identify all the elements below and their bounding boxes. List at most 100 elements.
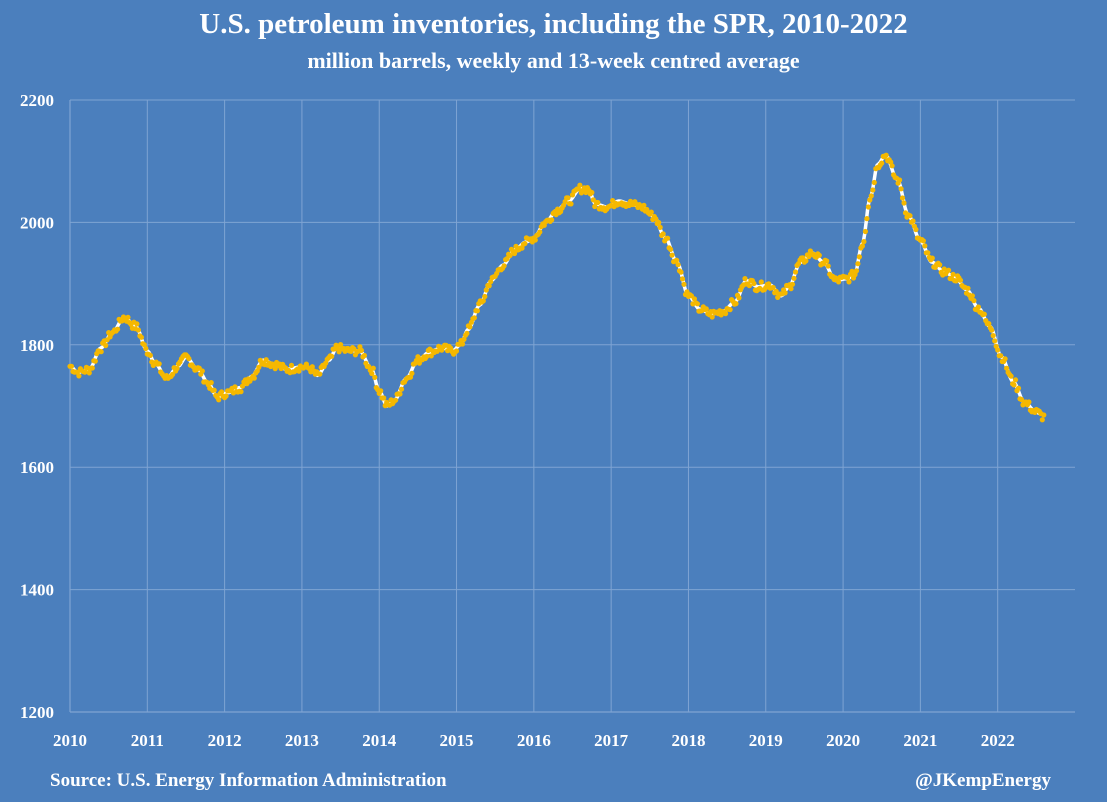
data-point bbox=[681, 281, 687, 287]
data-point bbox=[89, 365, 95, 371]
data-point bbox=[199, 368, 205, 374]
data-point bbox=[1002, 356, 1008, 362]
data-point bbox=[143, 345, 149, 352]
y-tick-label: 2200 bbox=[20, 91, 54, 110]
data-point bbox=[791, 275, 797, 281]
data-point bbox=[483, 287, 489, 293]
data-point bbox=[855, 261, 861, 267]
data-point bbox=[589, 189, 595, 196]
y-tick-label: 1600 bbox=[20, 458, 54, 477]
data-point bbox=[864, 216, 870, 222]
data-point bbox=[867, 197, 873, 203]
data-point bbox=[147, 352, 153, 358]
data-point bbox=[549, 217, 555, 223]
data-point bbox=[883, 152, 889, 158]
data-point bbox=[853, 268, 860, 274]
author-credit: @JKempEnergy bbox=[915, 770, 1051, 791]
data-point bbox=[669, 252, 675, 258]
data-point bbox=[1015, 385, 1022, 391]
data-point bbox=[358, 347, 364, 353]
y-tick-label: 1200 bbox=[20, 703, 54, 722]
data-point bbox=[263, 357, 269, 363]
data-point bbox=[398, 386, 405, 392]
y-tick-label: 1400 bbox=[20, 581, 54, 600]
data-point bbox=[889, 163, 895, 169]
data-point bbox=[803, 258, 809, 264]
x-tick-label: 2011 bbox=[131, 731, 164, 750]
data-point bbox=[361, 352, 367, 359]
data-point bbox=[937, 262, 943, 268]
data-point bbox=[862, 228, 869, 235]
x-tick-label: 2018 bbox=[671, 731, 705, 750]
data-point bbox=[219, 389, 225, 395]
data-point bbox=[990, 333, 996, 339]
data-point bbox=[211, 387, 217, 393]
data-point bbox=[135, 327, 141, 333]
data-point bbox=[480, 298, 486, 304]
data-point bbox=[474, 308, 480, 314]
data-point bbox=[256, 364, 262, 370]
data-point bbox=[789, 281, 796, 287]
data-point bbox=[511, 250, 518, 257]
data-point bbox=[369, 370, 375, 377]
data-point bbox=[216, 397, 222, 403]
x-tick-label: 2012 bbox=[208, 731, 242, 750]
weekly-points bbox=[67, 152, 1047, 423]
data-point bbox=[488, 279, 494, 285]
data-point bbox=[998, 353, 1004, 359]
data-point bbox=[238, 389, 244, 395]
y-tick-label: 1800 bbox=[20, 336, 54, 355]
data-point bbox=[459, 341, 466, 347]
data-point bbox=[86, 370, 92, 376]
data-point bbox=[1041, 412, 1047, 418]
data-point bbox=[742, 276, 748, 282]
data-point bbox=[709, 314, 715, 320]
data-point bbox=[1011, 382, 1017, 388]
data-point bbox=[694, 301, 701, 307]
data-point bbox=[782, 290, 788, 296]
data-point bbox=[381, 395, 387, 401]
data-point bbox=[675, 262, 681, 268]
data-point bbox=[758, 279, 764, 285]
data-point bbox=[901, 200, 907, 206]
data-point bbox=[464, 330, 470, 336]
chart-title: U.S. petroleum inventories, including th… bbox=[199, 8, 908, 40]
x-tick-label: 2016 bbox=[517, 731, 551, 750]
data-point bbox=[929, 255, 935, 261]
data-point bbox=[125, 314, 131, 320]
data-point bbox=[453, 348, 460, 354]
data-point bbox=[657, 224, 663, 230]
data-point bbox=[486, 283, 492, 289]
x-tick-label: 2015 bbox=[440, 731, 474, 750]
data-point bbox=[428, 353, 434, 359]
data-point bbox=[995, 347, 1001, 353]
data-point bbox=[1026, 399, 1032, 405]
data-point bbox=[519, 245, 525, 251]
data-point bbox=[461, 336, 467, 342]
data-point bbox=[424, 353, 430, 359]
data-point bbox=[68, 363, 75, 369]
data-point bbox=[871, 179, 877, 186]
data-point bbox=[482, 293, 488, 300]
data-point bbox=[239, 383, 246, 389]
data-point bbox=[309, 364, 315, 370]
y-axis: 1200 1400 1600 1800 2000 2200 bbox=[20, 91, 54, 722]
data-point bbox=[656, 219, 662, 226]
data-point bbox=[816, 252, 822, 258]
x-tick-label: 2021 bbox=[903, 731, 937, 750]
data-point bbox=[868, 193, 874, 199]
data-point bbox=[653, 216, 659, 222]
data-point bbox=[82, 369, 88, 375]
data-point bbox=[766, 281, 772, 287]
x-tick-label: 2017 bbox=[594, 731, 629, 750]
data-point bbox=[989, 327, 995, 333]
data-point bbox=[208, 380, 214, 386]
data-point bbox=[736, 295, 742, 301]
data-point bbox=[899, 195, 906, 201]
data-point bbox=[156, 361, 162, 367]
data-point bbox=[103, 342, 109, 349]
data-point bbox=[115, 326, 121, 332]
data-point bbox=[648, 209, 654, 215]
data-point bbox=[170, 371, 176, 377]
